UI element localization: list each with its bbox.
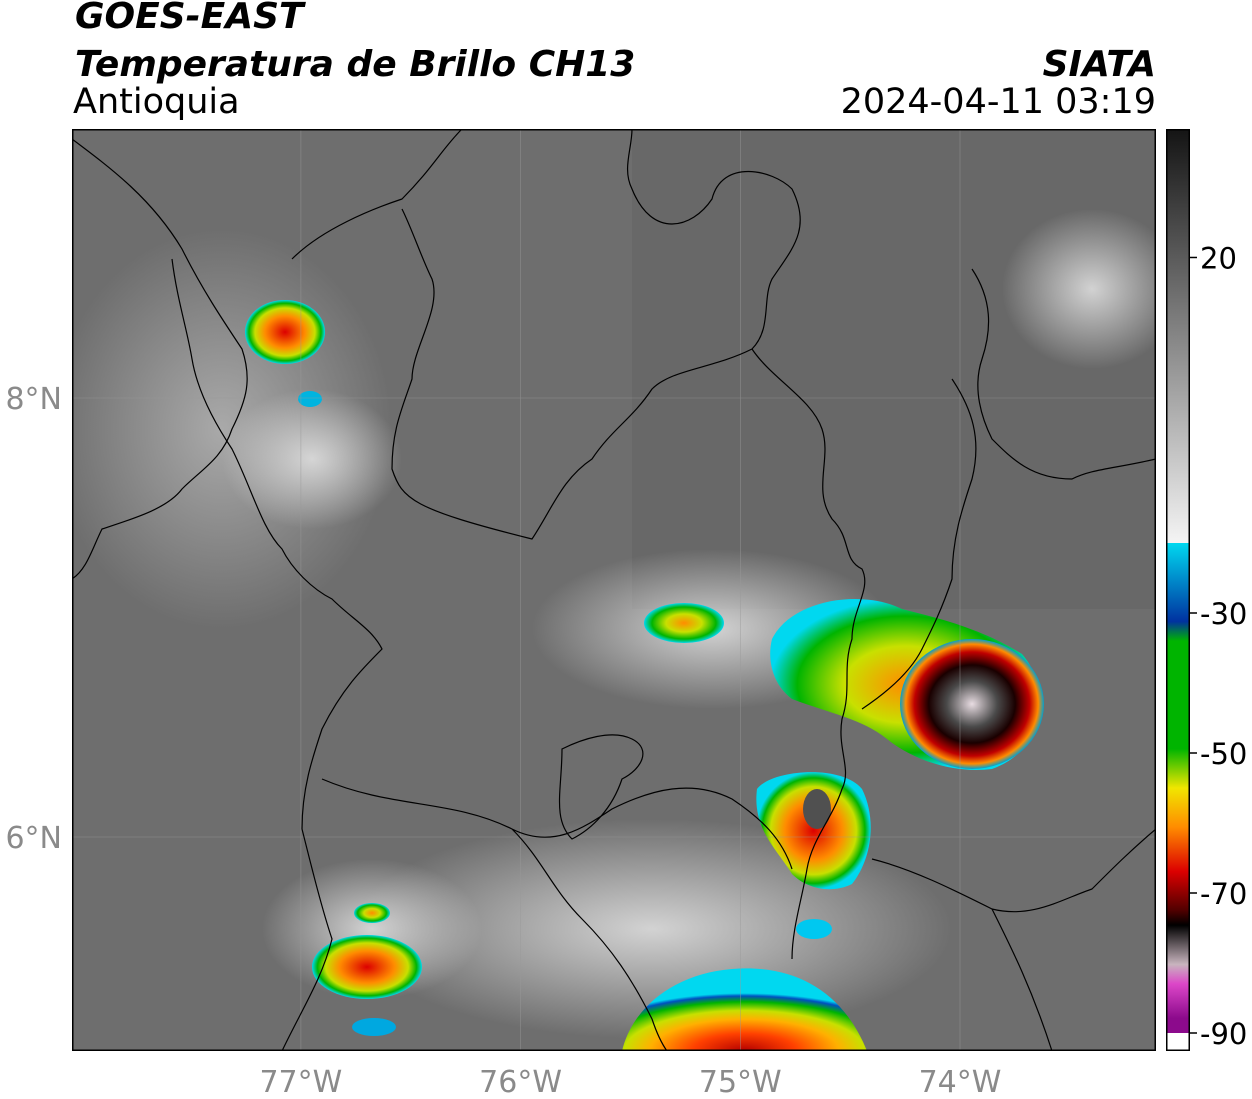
haze-gulf <box>222 389 402 529</box>
region-label: Antioquia <box>73 82 240 122</box>
latitude-tick-labels: 8°N 6°N <box>5 382 62 856</box>
temperature-colorbar: 20 -30 -50 -70 -90 <box>1166 129 1247 1051</box>
storm-southwest-low <box>352 1018 396 1036</box>
storm-medellin-core <box>803 789 831 829</box>
storm-southwest <box>312 935 422 999</box>
storm-urabá <box>245 300 325 364</box>
boundaries <box>72 129 1156 1051</box>
darker-east-band <box>632 129 1156 609</box>
colorbar-frame <box>1166 129 1190 1051</box>
timestamp-label: 2024-04-11 03:19 <box>840 82 1156 122</box>
colorbar-tick-label: -70 <box>1200 877 1247 911</box>
colorbar-cold-section <box>1166 543 1190 1033</box>
santander-border <box>971 268 1156 480</box>
map-frame <box>72 129 1156 1051</box>
small-enclave <box>558 734 644 840</box>
longitude-tick-labels: 77°W 76°W 75°W 74°W <box>259 1065 1001 1099</box>
storm-medellin <box>756 772 871 890</box>
coastline-west <box>72 138 248 580</box>
storm-center-cell <box>644 603 724 643</box>
storm-small-north <box>298 391 322 407</box>
colorbar-tick-label: -90 <box>1200 1017 1247 1051</box>
colorbar-tick-label: -30 <box>1200 597 1247 631</box>
colorbar-tick-label: 20 <box>1200 241 1237 275</box>
satellite-map[interactable] <box>72 129 1156 1051</box>
eastern-departments-border <box>871 828 1156 1051</box>
longitude-tick-label: 77°W <box>259 1065 342 1099</box>
colorbar-tick-label: -50 <box>1200 737 1247 771</box>
longitude-tick-label: 75°W <box>699 1065 782 1099</box>
antioquia-cordoba-border <box>291 129 801 540</box>
atrato-river-border <box>171 258 383 1051</box>
agency-label: SIATA <box>1042 44 1156 85</box>
longitude-tick-label: 76°W <box>479 1065 562 1099</box>
magdalena-river-border <box>861 378 977 710</box>
haze-northeast <box>1002 209 1156 369</box>
colorbar-warm-section <box>1166 129 1190 543</box>
product-title: Temperatura de Brillo CH13 <box>75 44 636 85</box>
storm-south-small <box>796 919 832 939</box>
graticule <box>72 129 1156 1051</box>
storm-core-overshoot <box>900 639 1044 769</box>
storm-south-edge <box>622 968 867 1051</box>
storm-southwest-small <box>354 903 390 923</box>
longitude-tick-label: 74°W <box>919 1065 1002 1099</box>
southern-municipal-border <box>321 778 793 1051</box>
satellite-title: GOES-EAST <box>75 0 304 37</box>
latitude-tick-label: 8°N <box>5 382 62 417</box>
colorbar-low-extension <box>1166 1033 1190 1051</box>
antioquia-eastern-border <box>751 348 866 960</box>
latitude-tick-label: 6°N <box>5 821 62 856</box>
colorbar-ticks: 20 -30 -50 -70 -90 <box>1190 241 1247 1051</box>
